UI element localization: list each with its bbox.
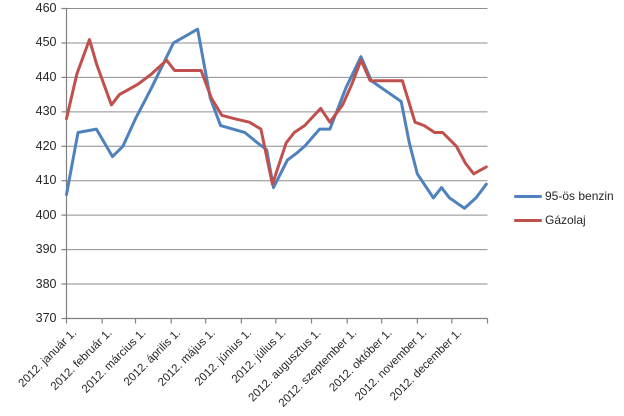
gazolaj-line-swatch bbox=[514, 218, 542, 222]
benzin-line-swatch bbox=[514, 194, 542, 198]
series-line-gazolaj bbox=[65, 38, 488, 186]
y-axis-tick-label: 450 bbox=[35, 35, 57, 50]
legend-label-benzin: 95-ös benzin bbox=[545, 189, 614, 203]
y-axis-tick-label: 370 bbox=[35, 311, 57, 325]
y-axis-tick-label: 380 bbox=[35, 276, 57, 291]
legend-item-benzin: 95-ös benzin bbox=[514, 186, 614, 206]
y-axis-tick-label: 460 bbox=[35, 1, 57, 15]
y-axis-tick-label: 400 bbox=[35, 207, 57, 222]
y-axis-tick-label: 410 bbox=[35, 173, 57, 188]
legend-label-gazolaj: Gázolaj bbox=[545, 213, 586, 227]
y-axis-tick-label: 440 bbox=[35, 69, 57, 84]
legend-item-gazolaj: Gázolaj bbox=[514, 210, 614, 230]
y-axis-tick-label: 430 bbox=[35, 104, 57, 119]
series-line-benzin bbox=[65, 27, 488, 210]
y-axis-tick-label: 420 bbox=[35, 138, 57, 153]
legend: 95-ös benzin Gázolaj bbox=[514, 186, 614, 234]
y-axis-tick-label: 390 bbox=[35, 242, 57, 257]
